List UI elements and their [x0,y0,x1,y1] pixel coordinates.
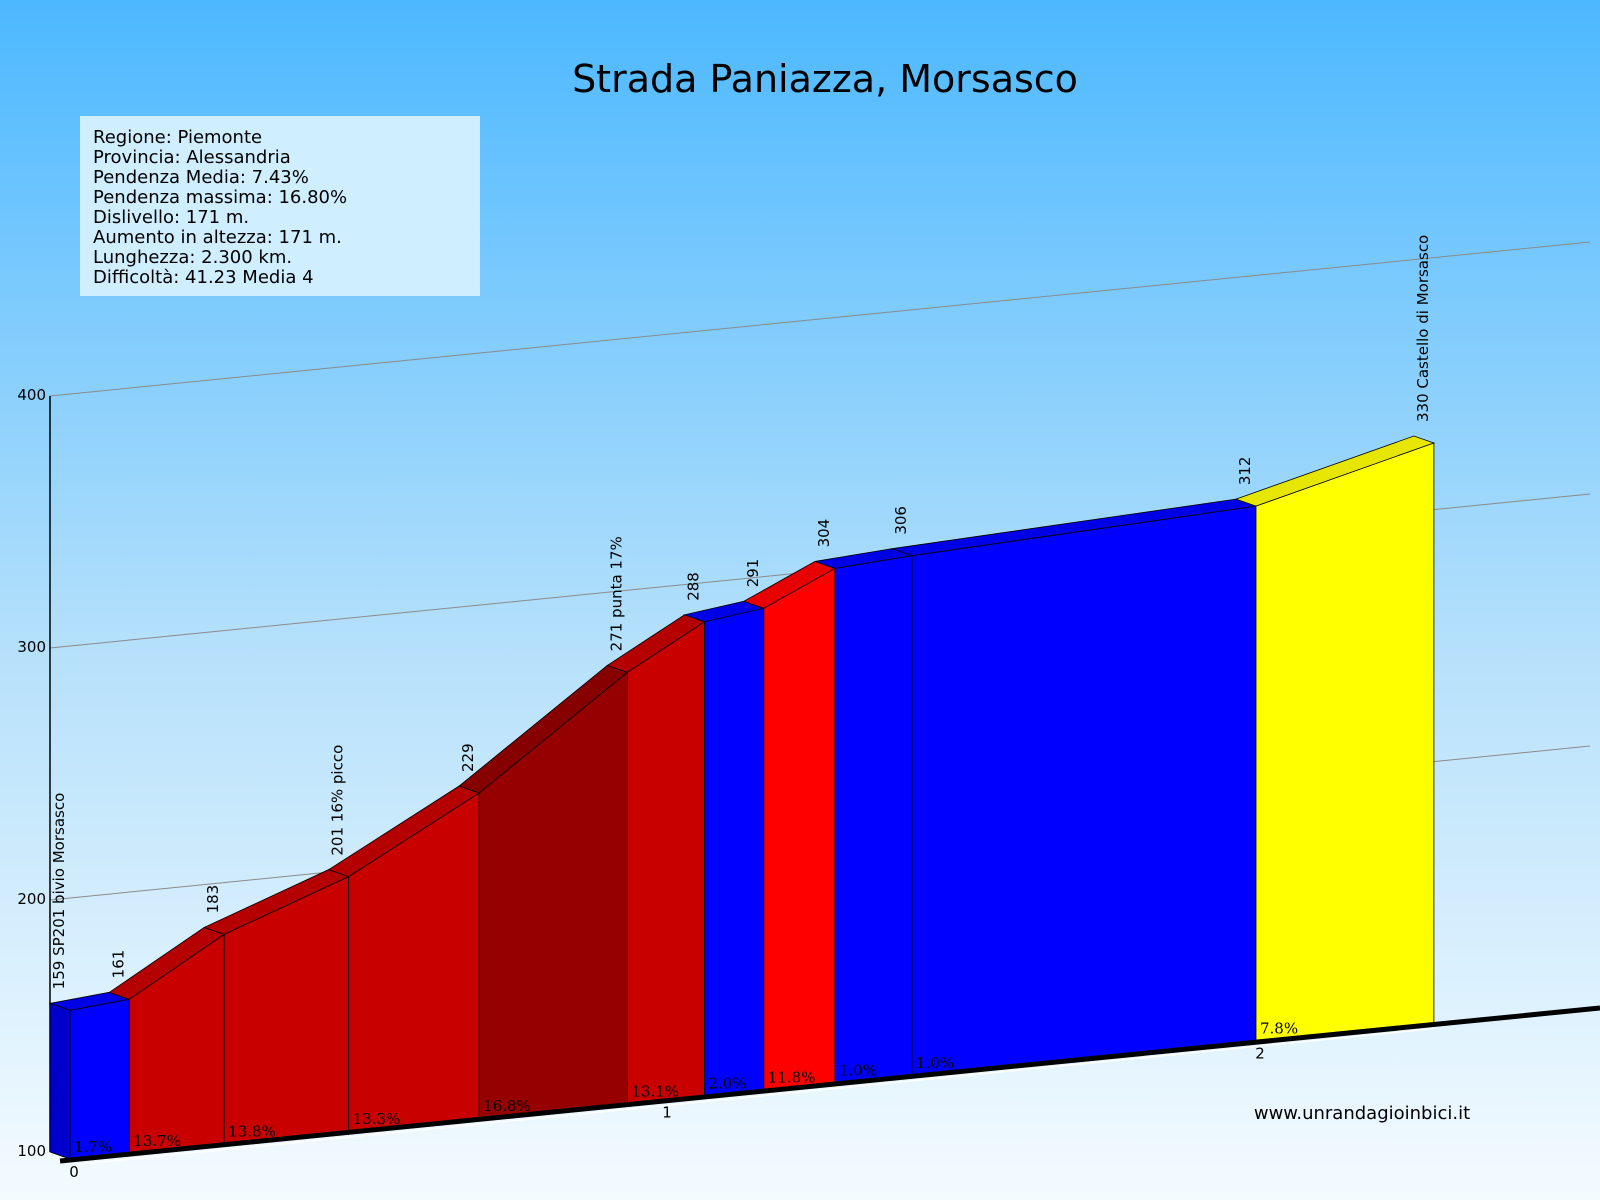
elevation-label: 271 punta 17% [607,536,625,651]
y-tick-label: 400 [17,386,46,404]
segment-grade: 1.0% [839,1062,877,1080]
info-line: Lunghezza: 2.300 km. [93,247,292,268]
segment-grade: 13.7% [133,1132,181,1150]
elevation-label: 229 [459,743,477,772]
elevation-label: 183 [204,885,222,914]
info-line: Dislivello: 171 m. [93,207,249,228]
segment-grade: 13.8% [228,1123,276,1141]
info-line: Regione: Piemonte [93,127,262,148]
watermark: www.unrandagioinbici.it [1254,1103,1470,1124]
segment-grade: 2.0% [709,1075,747,1093]
elevation-label: 306 [892,506,910,535]
elevation-label: 161 [109,950,127,979]
info-line: Difficoltà: 41.23 Media 4 [93,267,314,288]
segment-block [834,555,913,1083]
segment-block [704,607,765,1096]
gridline [49,241,1591,397]
segment-grade: 13.1% [631,1082,679,1100]
info-line: Provincia: Alessandria [93,147,291,168]
x-tick-label: 0 [69,1163,79,1181]
elevation-label: 201 16% picco [329,745,347,856]
baseline [59,1005,1600,1164]
segment-block [1255,442,1435,1041]
elevation-label: 288 [685,572,703,601]
info-box-background [80,116,480,296]
baseline-highlight [69,1027,1434,1166]
distance-axis: 0 1 2 [59,1005,1600,1181]
elevation-label: 291 [744,559,762,588]
elevation-profile: 1.7% 13.7% 13.8% 13.3% 16.8% 13.1% 2.0% 11.8% 1.… [48,435,1436,1160]
segment-block [911,505,1257,1076]
x-tick-label: 2 [1255,1044,1265,1062]
elevation-labels: 159 SP201 bivio Morsasco 161 183 201 16% pi… [50,235,1432,990]
chart-title: Strada Paniazza, Morsasco [572,57,1078,101]
y-tick-label: 100 [17,1142,46,1160]
info-line: Pendenza Media: 7.43% [93,167,309,188]
segment-block [627,621,705,1104]
elevation-label: 304 [815,519,833,548]
elevation-label: 312 [1236,457,1254,486]
segment-grade: 7.8% [1260,1019,1298,1037]
y-tick-label: 300 [17,638,46,656]
y-tick-label: 200 [17,890,46,908]
segment-block [69,998,130,1160]
segment-side [49,1002,71,1160]
elevation-label: 330 Castello di Morsasco [1414,235,1432,422]
info-line: Aumento in altezza: 171 m. [93,227,342,248]
elevation-label: 159 SP201 bivio Morsasco [50,793,68,990]
segment-grade: 13.3% [353,1110,401,1128]
x-tick-label: 1 [662,1104,672,1122]
segment-grade: 11.8% [768,1069,816,1087]
info-line: Pendenza massima: 16.80% [93,187,347,208]
segment-grade: 1.0% [916,1054,954,1072]
segment-grade: 1.7% [74,1138,112,1156]
segment-block [763,567,836,1091]
segment-grade: 16.8% [483,1097,531,1115]
